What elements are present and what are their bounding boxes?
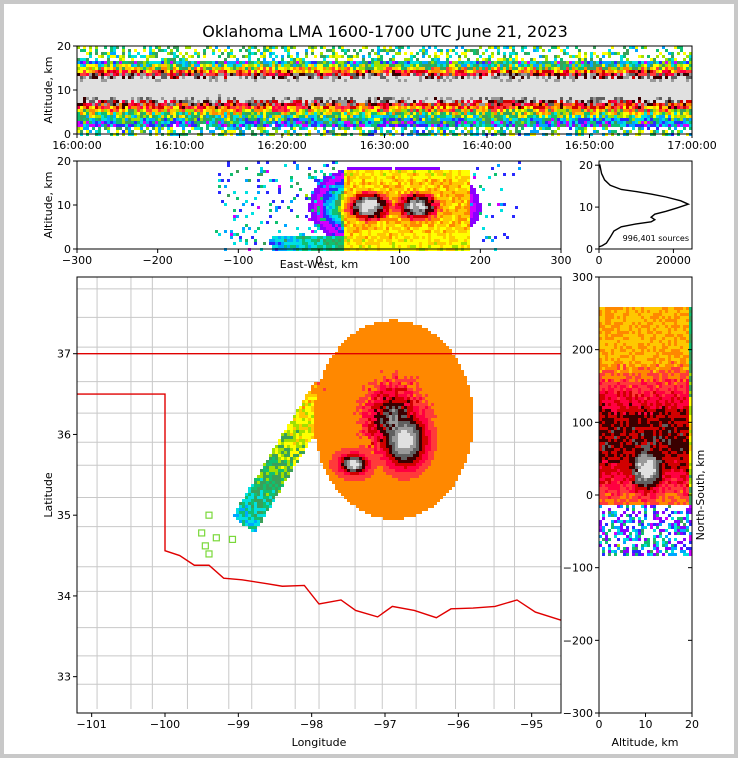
tick-label: 10 [57,199,71,212]
station-marker [212,534,220,542]
tick-label: 33 [57,671,71,684]
histogram-frame [598,160,693,250]
east-west-density [215,161,521,251]
tick-label: 0 [64,243,71,256]
tick-label: 200 [572,344,593,357]
tick-label: 17:00:00 [667,139,716,152]
tick-label: 20 [57,155,71,168]
tick-label: 16:00:00 [52,139,101,152]
tick-label: 16:10:00 [155,139,204,152]
east-west-xlabel: East-West, km [280,258,358,271]
north-south-panel: 0 10 20 −300 −200 −100 0 100 200 300 Altitude, km… [563,271,707,749]
latitude-label: Latitude [42,472,55,518]
tick-label: −200 [143,254,173,267]
tick-label: −300 [62,254,92,267]
north-south-xlabel: Altitude, km [611,736,678,749]
tick-label: 200 [470,254,491,267]
tick-label: 34 [57,590,71,603]
tick-label: 36 [57,428,71,441]
tick-label: −100 [223,254,253,267]
lma-figure: Oklahoma LMA 1600-1700 UTC June 21, 2023… [42,22,717,749]
tick-label: 0 [316,254,323,267]
tick-label: 300 [572,271,593,284]
tick-label: 10 [57,84,71,97]
tick-label: 0 [596,718,603,731]
plan-view-density [233,319,473,532]
tick-label: 300 [551,254,572,267]
tick-label: 100 [389,254,410,267]
tick-label: −100 [150,718,180,731]
tick-label: 0 [586,489,593,502]
state-boundary-line [77,353,562,621]
tick-label: −300 [563,707,593,720]
source-count-annotation: 996,401 sources [623,234,689,243]
east-west-panel: −300 −200 −100 0 100 200 300 0 10 20 East-West, k… [42,155,572,271]
plan-view-frame [76,276,562,714]
chart-title: Oklahoma LMA 1600-1700 UTC June 21, 2023 [202,22,568,41]
longitude-label: Longitude [292,736,347,749]
tick-label: 20000 [656,254,691,267]
tick-label: 10 [639,718,653,731]
tick-label: 35 [57,509,71,522]
tick-label: 16:50:00 [565,139,614,152]
county-boundaries [77,277,561,709]
station-marker [205,550,213,558]
tick-label: −100 [563,562,593,575]
lma-stations [198,511,237,558]
tick-label: 0 [596,254,603,267]
station-marker [205,511,213,519]
time-altitude-density [77,46,692,136]
tick-label: 0 [586,243,593,256]
tick-label: 20 [685,718,699,731]
east-west-ylabel: Altitude, km [42,171,55,238]
tick-label: −97 [373,718,396,731]
tick-label: 20 [57,40,71,53]
tick-label: 100 [572,416,593,429]
station-marker [198,529,206,537]
tick-label: −99 [227,718,250,731]
tick-label: 16:30:00 [360,139,409,152]
tick-label: 10 [579,201,593,214]
tick-label: 37 [57,348,71,361]
tick-label: 16:20:00 [257,139,306,152]
time-altitude-panel: 16:00:00 16:10:00 16:20:00 16:30:00 16:40:00… [42,40,717,152]
tick-label: −101 [77,718,107,731]
tick-label: −98 [300,718,323,731]
tick-label: 20 [579,159,593,172]
altitude-histogram-panel: 0 20000 0 10 20 996,401 sources [579,159,693,267]
station-marker [201,542,209,550]
plan-view-panel: −101 −100 −99 −98 −97 −96 −95 33 34 35 36 37 Longit… [42,276,562,749]
tick-label: −96 [447,718,470,731]
tick-label: 0 [64,128,71,141]
north-south-density [599,307,692,556]
source-count-line [598,164,691,248]
station-marker [228,535,237,544]
tick-label: −200 [563,634,593,647]
tick-label: 16:40:00 [462,139,511,152]
tick-label: −95 [520,718,543,731]
time-altitude-ylabel: Altitude, km [42,56,55,123]
north-south-ylabel: North-South, km [694,450,707,541]
